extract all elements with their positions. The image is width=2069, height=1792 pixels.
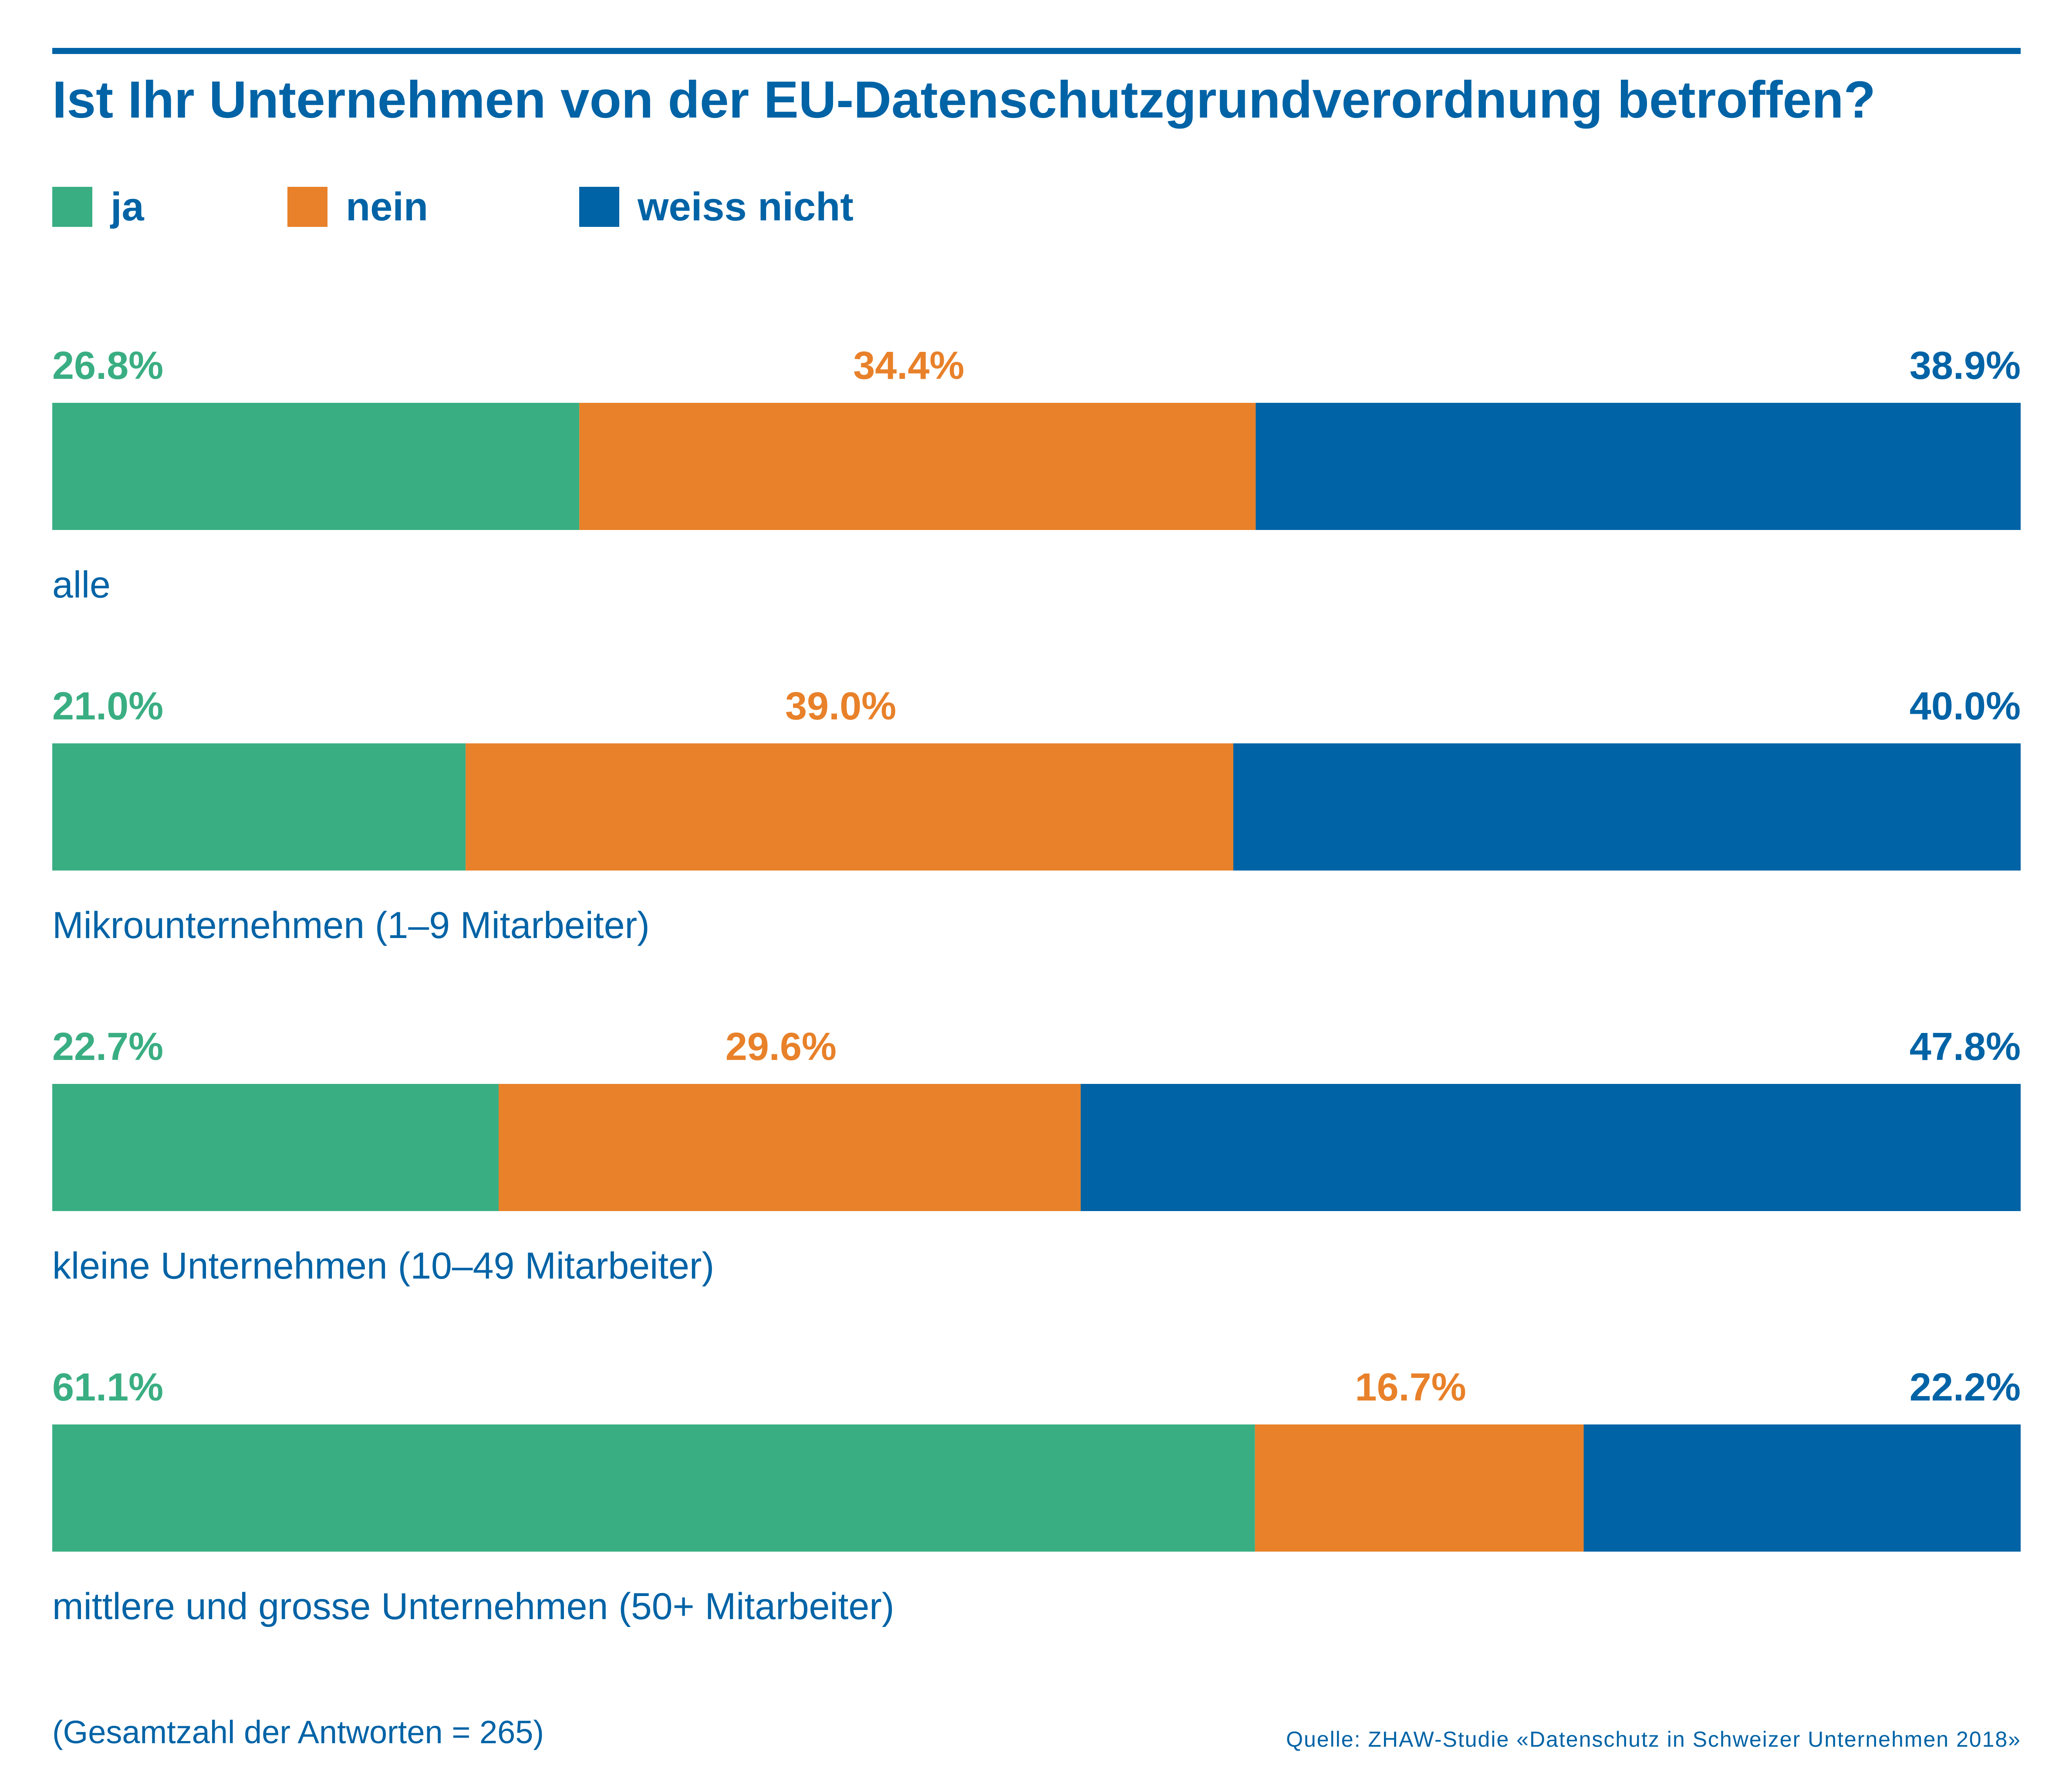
bar-segment-ja-4 [52,1424,1255,1552]
bar-segment-weiss-nicht-4 [1583,1424,2021,1552]
category-label-4: mittlere und grosse Unternehmen (50+ Mit… [52,1586,894,1627]
legend-label-nein: nein [346,184,429,229]
category-label-3: kleine Unternehmen (10–49 Mitarbeiter) [52,1245,714,1287]
legend-swatch-nein [287,187,327,227]
bar-segment-ja-1 [52,403,580,530]
legend-swatch-weiss-nicht [579,187,619,227]
legend-item-ja: ja [52,185,144,229]
legend-item-weiss-nicht: weiss nicht [579,185,854,229]
title-rule [52,48,2021,54]
data-label-weiss-nicht-3: 47.8% [1910,1025,2021,1069]
category-label-1: alle [52,564,111,606]
bar-segment-ja-2 [52,743,466,871]
category-label-2: Mikrounternehmen (1–9 Mitarbeiter) [52,904,650,946]
data-label-ja-4: 61.1% [52,1366,163,1409]
data-label-nein-2: 39.0% [785,685,896,728]
bar-segment-weiss-nicht-2 [1233,743,2021,871]
data-label-ja-1: 26.8% [52,344,163,388]
bar-segment-nein-4 [1255,1424,1584,1552]
legend-swatch-ja [52,187,92,227]
bar-segment-nein-3 [499,1084,1081,1211]
footnote: (Gesamtzahl der Antworten = 265) [52,1714,544,1750]
legend-label-weiss-nicht: weiss nicht [638,184,854,229]
chart-title: Ist Ihr Unternehmen von der EU-Datenschu… [52,71,1876,129]
legend-item-nein: nein [287,185,428,229]
bar-segment-nein-2 [466,743,1233,871]
data-label-ja-3: 22.7% [52,1025,163,1069]
data-label-nein-4: 16.7% [1355,1366,1466,1409]
legend-label-ja: ja [111,184,144,229]
data-label-ja-2: 21.0% [52,685,163,728]
legend: ja nein weiss nicht [52,185,2021,229]
data-label-weiss-nicht-4: 22.2% [1910,1366,2021,1409]
bar-segment-ja-3 [52,1084,499,1211]
data-label-nein-3: 29.6% [726,1025,837,1069]
bar-segment-weiss-nicht-1 [1256,403,2021,530]
bar-segment-weiss-nicht-3 [1080,1084,2021,1211]
source-note: Quelle: ZHAW-Studie «Datenschutz in Schw… [1286,1727,2021,1752]
bar-segment-nein-1 [579,403,1256,530]
data-label-nein-1: 34.4% [853,344,964,388]
data-label-weiss-nicht-1: 38.9% [1910,344,2021,388]
data-label-weiss-nicht-2: 40.0% [1910,685,2021,728]
